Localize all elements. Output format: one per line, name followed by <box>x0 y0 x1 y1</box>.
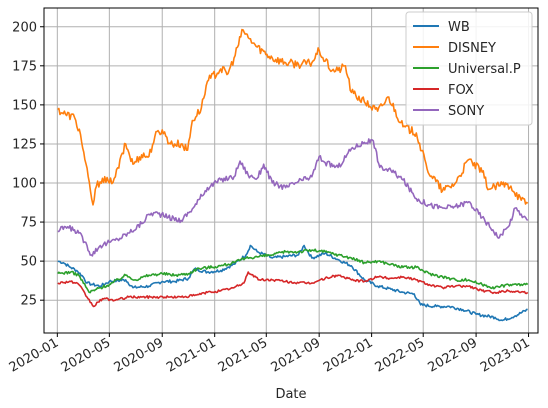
y-tick-label: 150 <box>12 98 37 113</box>
series-line-wb <box>57 244 528 322</box>
y-tick-label: 125 <box>12 137 37 152</box>
y-tick-label: 75 <box>20 216 37 231</box>
legend-box <box>405 11 533 126</box>
grid-lines <box>44 8 538 333</box>
y-tick-label: 50 <box>20 255 37 270</box>
y-tick-label: 25 <box>20 294 37 309</box>
legend-label-wb: WB <box>448 20 470 35</box>
y-tick-label: 175 <box>12 59 37 74</box>
series-layer <box>57 28 529 322</box>
series-line-universal-p <box>57 248 529 294</box>
y-tick-label: 200 <box>12 20 37 35</box>
legend-label-fox: FOX <box>448 83 474 98</box>
y-axis: 25 50 75 100 125 150 175 200 <box>12 20 44 309</box>
legend-label-disney: DISNEY <box>448 41 496 56</box>
x-axis-label: Date <box>275 387 306 402</box>
series-line-disney <box>57 28 529 206</box>
legend-label-universal-p: Universal.P <box>448 62 521 77</box>
legend-label-sony: SONY <box>448 104 484 119</box>
series-line-sony <box>57 138 529 257</box>
series-line-fox <box>57 271 529 308</box>
legend: WB DISNEY Universal.P FOX SONY <box>405 11 533 126</box>
axes-frame <box>43 7 539 334</box>
y-tick-label: 100 <box>12 177 37 192</box>
